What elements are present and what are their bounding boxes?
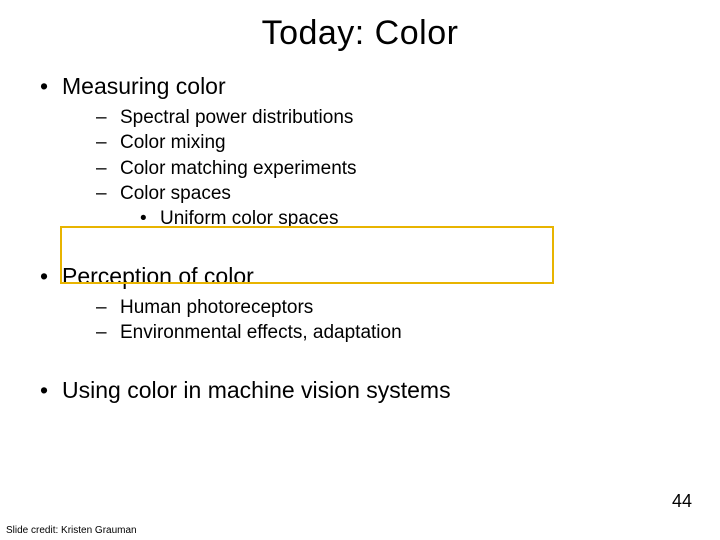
subitem-text: Color matching experiments xyxy=(120,158,357,179)
spacer xyxy=(40,231,680,251)
bullet-mark-icon: • xyxy=(140,206,160,231)
subitem-color-matching: –Color matching experiments xyxy=(96,156,680,181)
slide-title: Today: Color xyxy=(0,0,720,61)
dash-icon: – xyxy=(96,181,120,206)
slide: Today: Color •Measuring color –Spectral … xyxy=(0,0,720,540)
bullet-text: Using color in machine vision systems xyxy=(62,377,451,403)
subitem-photoreceptors: –Human photoreceptors xyxy=(96,295,680,320)
subitem-environmental: –Environmental effects, adaptation xyxy=(96,320,680,345)
bullet-mark-icon: • xyxy=(40,261,62,291)
subsubitem-text: Uniform color spaces xyxy=(160,208,338,229)
bullet-perception: •Perception of color xyxy=(40,261,680,291)
slide-credit: Slide credit: Kristen Grauman xyxy=(6,525,137,536)
bullet-mark-icon: • xyxy=(40,375,62,405)
dash-icon: – xyxy=(96,130,120,155)
subitem-color-mixing: –Color mixing xyxy=(96,130,680,155)
subitem-text: Color spaces xyxy=(120,183,231,204)
dash-icon: – xyxy=(96,156,120,181)
bullet-text: Measuring color xyxy=(62,73,226,99)
subitem-text: Color mixing xyxy=(120,132,226,153)
slide-body: •Measuring color –Spectral power distrib… xyxy=(0,71,720,406)
subitem-text: Spectral power distributions xyxy=(120,107,353,128)
subsubitem-uniform: •Uniform color spaces xyxy=(140,206,680,231)
spacer xyxy=(40,345,680,365)
subitem-text: Environmental effects, adaptation xyxy=(120,322,402,343)
bullet-machine-vision: •Using color in machine vision systems xyxy=(40,375,680,405)
page-number: 44 xyxy=(672,491,692,512)
bullet-text: Perception of color xyxy=(62,263,254,289)
subitem-text: Human photoreceptors xyxy=(120,297,313,318)
dash-icon: – xyxy=(96,295,120,320)
dash-icon: – xyxy=(96,105,120,130)
bullet-measuring-color: •Measuring color xyxy=(40,71,680,101)
dash-icon: – xyxy=(96,320,120,345)
subitem-color-spaces: –Color spaces xyxy=(96,181,680,206)
bullet-mark-icon: • xyxy=(40,71,62,101)
subitem-spectral: –Spectral power distributions xyxy=(96,105,680,130)
